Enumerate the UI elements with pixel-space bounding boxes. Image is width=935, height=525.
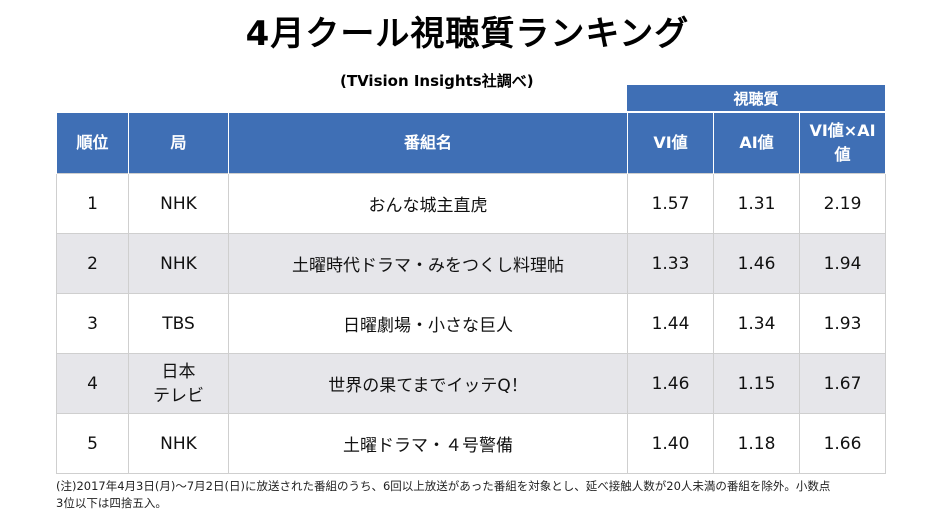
table-row: 2 NHK 土曜時代ドラマ・みをつくし料理帖 1.33 1.46 1.94: [56, 233, 886, 294]
rank-cell: 4: [56, 353, 129, 414]
col-header-vixai-line1: VI値×AI: [809, 121, 876, 140]
ai-cell: 1.15: [713, 353, 800, 414]
vixai-cell: 1.93: [799, 293, 886, 354]
table-row: 4 日本 テレビ 世界の果てまでイッテQ！ 1.46 1.15 1.67: [56, 353, 886, 414]
ai-cell: 1.34: [713, 293, 800, 354]
program-cell: 土曜時代ドラマ・みをつくし料理帖: [228, 233, 628, 294]
col-header-vi: VI値: [627, 113, 714, 174]
program-cell: 日曜劇場・小さな巨人: [228, 293, 628, 354]
vi-cell: 1.57: [627, 173, 714, 234]
footnote-line2: 3位以下は四捨五入。: [56, 496, 167, 510]
channel-cell: 日本 テレビ: [128, 353, 229, 414]
rank-cell: 3: [56, 293, 129, 354]
col-header-channel: 局: [128, 113, 229, 174]
page-title: 4月クール視聴質ランキング: [245, 14, 690, 54]
col-header-rank: 順位: [56, 113, 129, 174]
vi-cell: 1.44: [627, 293, 714, 354]
source-label: (TVision Insights社調べ): [340, 72, 534, 90]
rank-cell: 5: [56, 413, 129, 474]
ai-cell: 1.31: [713, 173, 800, 234]
table-row: 3 TBS 日曜劇場・小さな巨人 1.44 1.34 1.93: [56, 293, 886, 354]
channel-line1: 日本: [161, 361, 196, 382]
quality-group-header: 視聴質: [627, 85, 885, 111]
vi-cell: 1.46: [627, 353, 714, 414]
channel-cell: NHK: [128, 413, 229, 474]
table-header-row: 順位 局 番組名 VI値 AI値 VI値×AI 値: [56, 113, 886, 174]
rank-cell: 1: [56, 173, 129, 234]
vixai-cell: 1.67: [799, 353, 886, 414]
channel-line2: テレビ: [153, 385, 204, 406]
program-cell: おんな城主直虎: [228, 173, 628, 234]
rank-cell: 2: [56, 233, 129, 294]
vi-cell: 1.40: [627, 413, 714, 474]
program-cell: 土曜ドラマ・４号警備: [228, 413, 628, 474]
vixai-cell: 1.94: [799, 233, 886, 294]
vixai-cell: 2.19: [799, 173, 886, 234]
channel-cell: TBS: [128, 293, 229, 354]
footnote: (注)2017年4月3日(月)～7月2日(日)に放送された番組のうち、6回以上放…: [56, 478, 886, 512]
footnote-line1: (注)2017年4月3日(月)～7月2日(日)に放送された番組のうち、6回以上放…: [56, 479, 831, 493]
vi-cell: 1.33: [627, 233, 714, 294]
col-header-vixai-line2: 値: [834, 145, 851, 164]
channel-cell: NHK: [128, 233, 229, 294]
col-header-ai: AI値: [713, 113, 800, 174]
ai-cell: 1.18: [713, 413, 800, 474]
channel-cell: NHK: [128, 173, 229, 234]
program-cell: 世界の果てまでイッテQ！: [228, 353, 628, 414]
vixai-cell: 1.66: [799, 413, 886, 474]
table-row: 1 NHK おんな城主直虎 1.57 1.31 2.19: [56, 173, 886, 234]
col-header-vixai: VI値×AI 値: [799, 113, 886, 174]
ranking-table: 順位 局 番組名 VI値 AI値 VI値×AI 値 1 NHK おんな城主直虎 …: [56, 113, 886, 474]
ai-cell: 1.46: [713, 233, 800, 294]
col-header-program: 番組名: [228, 113, 628, 174]
table-row: 5 NHK 土曜ドラマ・４号警備 1.40 1.18 1.66: [56, 413, 886, 474]
